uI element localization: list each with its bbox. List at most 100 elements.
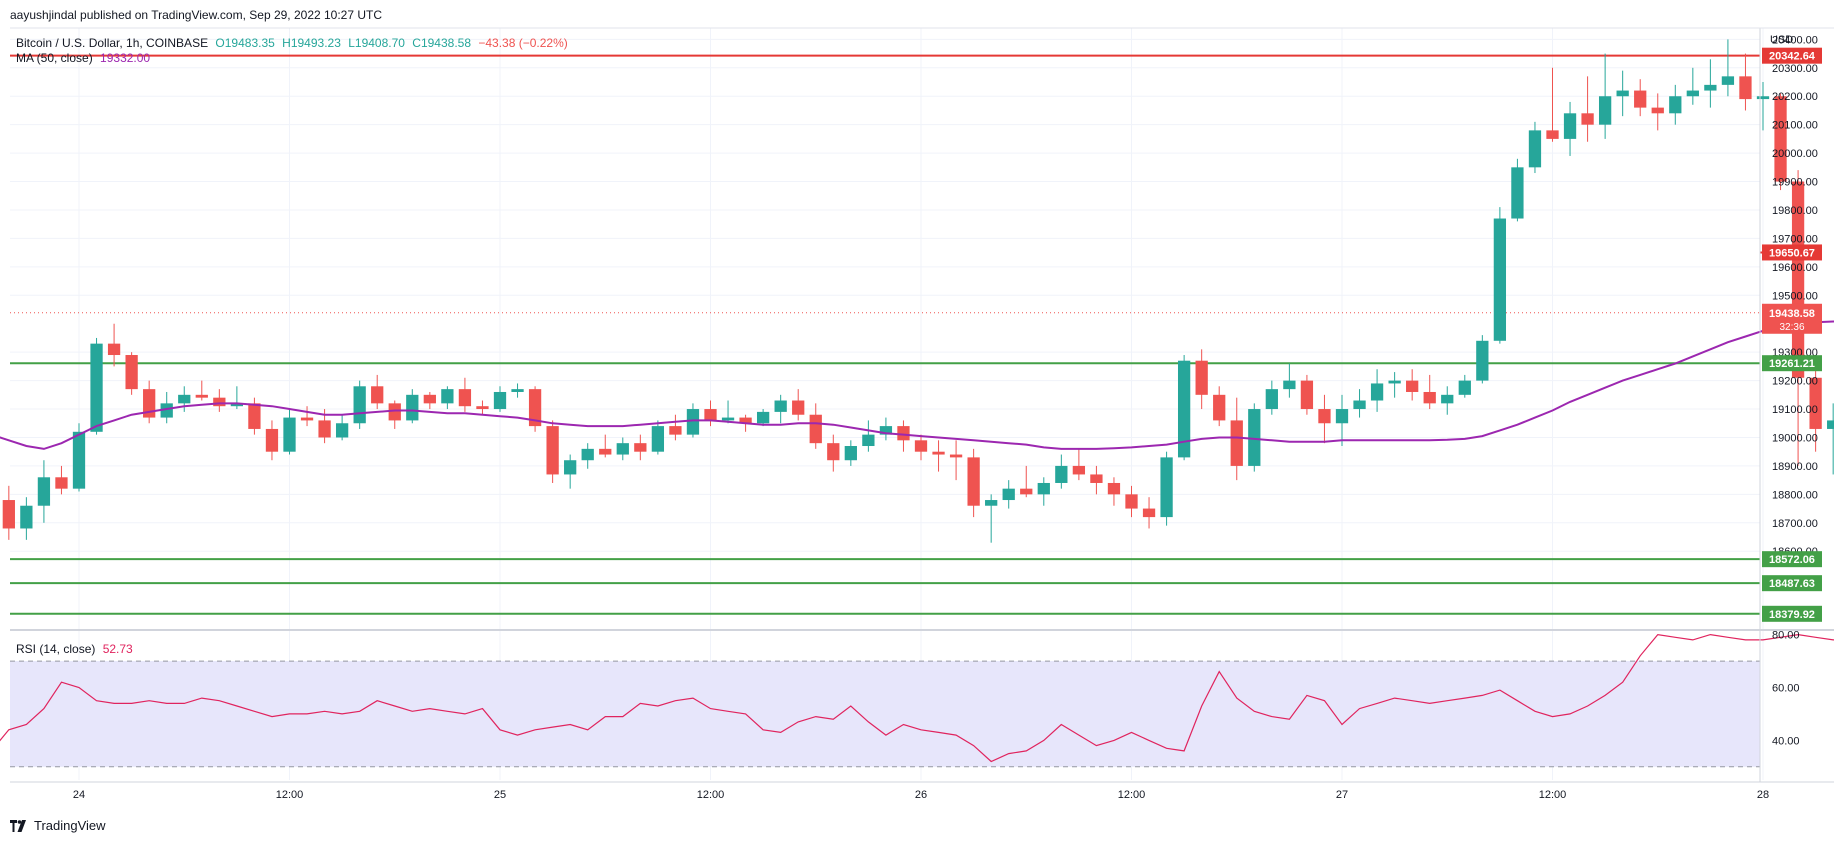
price-tick-label: 19600.00	[1772, 262, 1818, 274]
candle-body	[686, 409, 700, 435]
candle-body	[844, 446, 857, 461]
candle-body	[564, 460, 577, 475]
price-line-label: 18572.06	[1769, 554, 1815, 566]
candle-body	[1177, 360, 1191, 458]
candle-body	[1669, 96, 1682, 114]
candle-body	[283, 417, 296, 452]
candle-body	[1037, 482, 1050, 495]
candle-body	[1581, 113, 1594, 125]
time-axis[interactable]: 2412:002512:002612:002712:002812:002912:…	[73, 789, 1834, 801]
candle-body	[195, 394, 208, 398]
price-tick-label: 18900.00	[1772, 461, 1818, 473]
candle-body	[1458, 380, 1471, 395]
candle-body	[441, 389, 454, 404]
candle-body	[160, 403, 173, 418]
time-tick-label: 12:00	[1118, 789, 1146, 801]
candle-body	[493, 391, 507, 410]
time-tick-label: 27	[1336, 789, 1348, 801]
price-line-label-box	[1762, 575, 1822, 592]
price-tick-label: 20300.00	[1772, 63, 1818, 75]
candle-body	[1248, 409, 1261, 466]
candle-body	[1353, 400, 1366, 410]
candle-body	[1055, 465, 1068, 483]
rsi-tick-label: 80.00	[1772, 630, 1800, 642]
candle-body	[1020, 488, 1033, 495]
candle-body	[546, 426, 559, 475]
ohlc-change: −43.38 (−0.22%)	[478, 36, 568, 50]
candle-body	[1300, 380, 1314, 410]
ohlc-low: L19408.70	[348, 36, 405, 50]
candle-body	[1107, 482, 1121, 495]
tradingview-logo-icon	[10, 819, 26, 832]
candle-body	[1283, 380, 1296, 390]
moving-average-line	[0, 320, 1834, 450]
candle-body	[669, 426, 682, 435]
candle-body	[616, 443, 629, 455]
candle-body	[1388, 380, 1401, 384]
candle-body	[20, 505, 33, 529]
candle-body	[1686, 90, 1699, 97]
candle-body	[1230, 420, 1243, 466]
price-tick-label: 19800.00	[1772, 205, 1818, 217]
symbol-legend[interactable]: Bitcoin / U.S. Dollar, 1h, COINBASE O194…	[16, 36, 572, 50]
candle-body	[581, 448, 594, 461]
candle-body	[1265, 389, 1278, 410]
candle-body	[1756, 96, 1770, 100]
ma-value: 19332.00	[100, 51, 151, 65]
price-tick-label: 19200.00	[1772, 376, 1818, 388]
candle-body	[2, 500, 15, 529]
candle-body	[1774, 96, 1787, 182]
candle-body	[1125, 494, 1138, 509]
candle-body	[371, 386, 384, 404]
time-tick-label: 12:00	[697, 789, 725, 801]
candle-body	[1546, 130, 1559, 139]
price-tick-label: 19700.00	[1772, 233, 1818, 245]
candle-body	[72, 431, 86, 489]
ma-legend[interactable]: MA (50, close) 19332.00	[16, 51, 154, 65]
candle-body	[1072, 465, 1086, 475]
tradingview-brand: TradingView	[34, 818, 106, 833]
candle-body	[90, 343, 103, 432]
candlestick-series	[2, 39, 1834, 543]
candle-body	[388, 403, 401, 421]
candle-body	[1651, 107, 1664, 114]
candle-body	[827, 443, 840, 461]
candle-body	[721, 417, 735, 421]
candle-body	[651, 426, 665, 452]
time-tick-label: 25	[494, 789, 506, 801]
price-line-label: 18487.63	[1769, 578, 1815, 590]
candle-body	[1213, 394, 1226, 421]
candle-body	[511, 389, 524, 392]
candle-body	[704, 409, 717, 421]
candle-body	[213, 397, 226, 407]
candle-body	[1563, 113, 1577, 139]
rsi-legend[interactable]: RSI (14, close) 52.73	[16, 642, 137, 656]
currency-label: USD	[1770, 34, 1794, 46]
candle-body	[1090, 474, 1103, 483]
candle-body	[739, 417, 752, 424]
publish-info: aayushjindal published on TradingView.co…	[10, 8, 383, 22]
candle-body	[458, 389, 472, 407]
candle-body	[1634, 90, 1647, 108]
candle-body	[37, 477, 51, 506]
price-tick-label: 19000.00	[1772, 432, 1818, 444]
rsi-line	[0, 633, 1834, 763]
price-line-labels: 20342.64 19650.67 19261.21 18572.06 18487.63…	[1762, 47, 1822, 622]
time-tick-label: 26	[915, 789, 927, 801]
time-tick-label: 12:00	[276, 789, 304, 801]
rsi-tick-label: 40.00	[1772, 735, 1800, 747]
candle-body	[1406, 380, 1419, 392]
candle-body	[353, 386, 366, 424]
candle-body	[248, 403, 261, 429]
tradingview-branding[interactable]: TradingView	[10, 818, 106, 833]
candle-body	[55, 477, 68, 489]
rsi-axis[interactable]: 80.00 60.00 40.00	[1772, 630, 1800, 748]
candle-body	[1721, 76, 1735, 85]
candle-body	[230, 403, 244, 407]
price-tick-label: 18800.00	[1772, 489, 1818, 501]
candle-body	[1809, 377, 1822, 429]
candle-body	[528, 389, 542, 427]
price-tick-label: 20200.00	[1772, 91, 1818, 103]
time-tick-label: 12:00	[1539, 789, 1567, 801]
price-tick-label: 19500.00	[1772, 290, 1818, 302]
